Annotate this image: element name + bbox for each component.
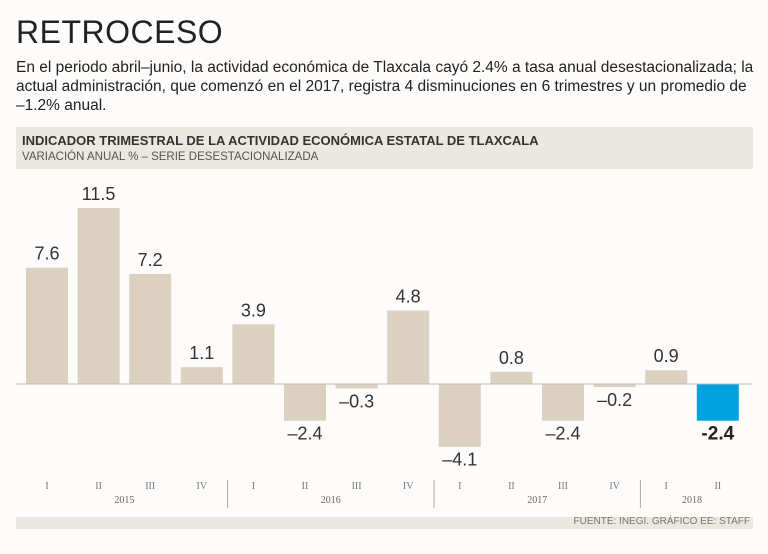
x-tick-label: II xyxy=(302,481,309,492)
x-tick-label: IV xyxy=(197,481,208,492)
lede-paragraph: En el periodo abril–junio, la actividad … xyxy=(16,59,754,114)
x-tick-label: III xyxy=(558,481,568,492)
bar xyxy=(438,384,481,447)
x-tick-label: III xyxy=(145,481,155,492)
x-tick-label: II xyxy=(508,481,515,492)
x-tick-label: I xyxy=(45,481,48,492)
x-tick-label: IV xyxy=(609,481,620,492)
x-tick-label: II xyxy=(95,481,102,492)
x-tick-label: I xyxy=(458,481,461,492)
data-label: -2.4 xyxy=(701,424,734,445)
year-label: 2016 xyxy=(321,495,341,506)
data-label: 11.5 xyxy=(82,184,116,204)
data-label: 4.8 xyxy=(396,287,421,307)
x-tick-label: II xyxy=(714,481,721,492)
bar xyxy=(26,267,68,384)
data-label: –2.4 xyxy=(287,424,322,444)
x-tick-label: I xyxy=(665,481,668,492)
data-label: 3.9 xyxy=(241,300,266,320)
data-label: 0.9 xyxy=(654,346,679,366)
bar xyxy=(284,384,326,421)
x-tick-label: IV xyxy=(403,481,414,492)
bar xyxy=(77,208,120,384)
chart-title: INDICADOR TRIMESTRAL DE LA ACTIVIDAD ECO… xyxy=(22,133,539,148)
bar xyxy=(335,384,378,389)
bar xyxy=(593,384,636,388)
data-label: 1.1 xyxy=(189,343,214,363)
bar xyxy=(696,384,739,421)
year-label: 2017 xyxy=(527,495,547,506)
data-label: 7.2 xyxy=(138,250,163,270)
x-tick-label: III xyxy=(352,481,362,492)
bar xyxy=(542,384,584,421)
bar xyxy=(490,371,533,384)
source-note: FUENTE: INEGI. GRÁFICO EE: STAFF xyxy=(573,516,751,527)
chart-subtitle: VARIACIÓN ANUAL % – SERIE DESESTACIONALI… xyxy=(22,151,319,163)
year-label: 2015 xyxy=(114,495,134,506)
source-band xyxy=(16,517,753,529)
bar xyxy=(180,367,223,384)
data-label: 0.8 xyxy=(499,348,524,368)
bar xyxy=(232,324,275,384)
year-label: 2018 xyxy=(682,495,702,506)
data-label: –4.1 xyxy=(442,450,477,470)
chart-header-band xyxy=(16,127,753,169)
bar xyxy=(387,310,430,384)
bar xyxy=(645,370,688,384)
data-label: –0.3 xyxy=(339,392,374,412)
data-label: 7.6 xyxy=(34,244,59,264)
x-tick-label: I xyxy=(252,481,255,492)
data-label: –2.4 xyxy=(545,424,580,444)
data-label: –0.2 xyxy=(597,390,632,410)
bar xyxy=(129,273,172,384)
page-title: RETROCESO xyxy=(16,14,224,50)
